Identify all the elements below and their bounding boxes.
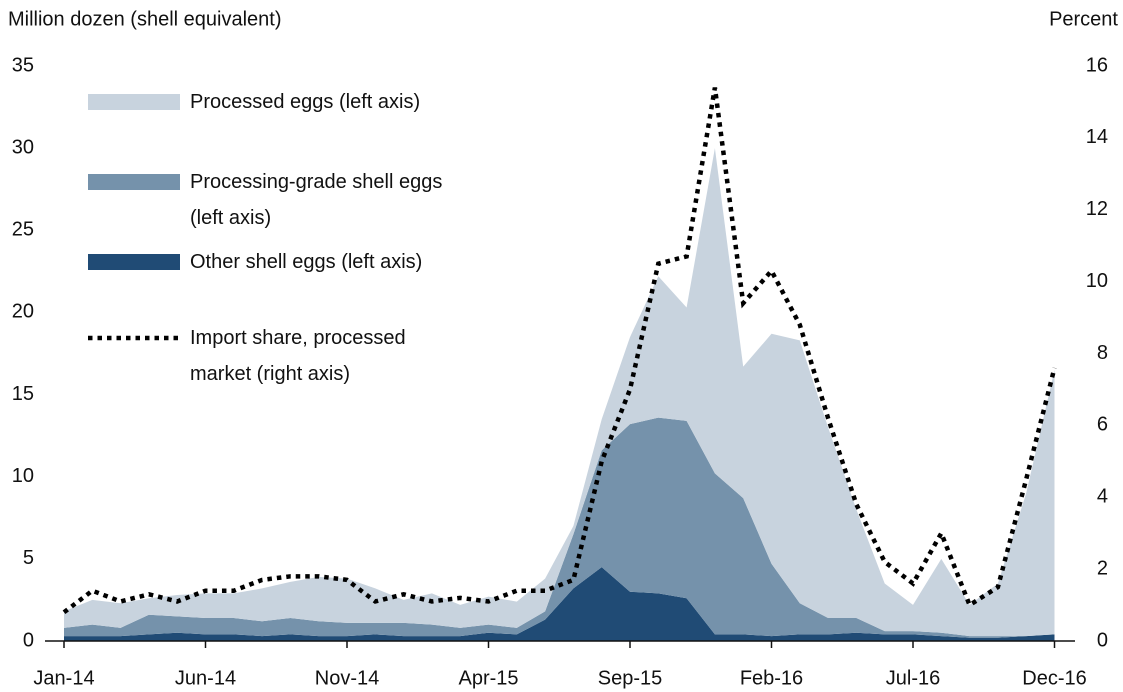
legend-swatch xyxy=(88,174,180,190)
y-tick-label: 30 xyxy=(12,136,34,158)
y-tick-label: 35 xyxy=(12,54,34,76)
x-tick-label: Feb-16 xyxy=(740,667,803,689)
y2-tick-label: 8 xyxy=(1097,342,1108,364)
y2-tick-label: 14 xyxy=(1086,126,1108,148)
x-tick-label: Sep-15 xyxy=(598,667,663,689)
y2-tick-label: 6 xyxy=(1097,414,1108,436)
line xyxy=(62,87,1057,615)
x-tick-label: Jan-14 xyxy=(33,667,94,689)
y2-tick-label: 4 xyxy=(1097,486,1108,508)
x-tick-label: Dec-16 xyxy=(1022,667,1086,689)
y2-tick-label: 0 xyxy=(1097,629,1108,651)
area xyxy=(64,567,1055,641)
legend-swatch xyxy=(88,254,180,270)
y2-tick-label: 16 xyxy=(1086,54,1108,76)
y-tick-label: 10 xyxy=(12,465,34,487)
y2-tick-label: 2 xyxy=(1097,557,1108,579)
x-tick-label: Jul-16 xyxy=(886,667,940,689)
y-tick-label: 20 xyxy=(12,301,34,323)
y-tick-label: 5 xyxy=(23,547,34,569)
legend-label: Import share, processed market (right ax… xyxy=(190,327,406,385)
y-axis-label: Million dozen (shell equivalent) xyxy=(8,8,281,30)
legend-label: Other shell eggs (left axis) xyxy=(190,251,423,273)
legend-label: Processing-grade shell eggs (left axis) xyxy=(190,171,443,229)
x-tick-label: Nov-14 xyxy=(315,667,379,689)
legend-label: Processed eggs (left axis) xyxy=(190,91,421,113)
x-tick-label: Apr-15 xyxy=(458,667,518,689)
legend-swatch xyxy=(88,94,180,110)
y-tick-label: 15 xyxy=(12,383,34,405)
area xyxy=(64,148,1055,637)
y2-tick-label: 10 xyxy=(1086,270,1108,292)
y-tick-label: 0 xyxy=(23,629,34,651)
y2-axis-label: Percent xyxy=(1049,8,1118,30)
y-tick-label: 25 xyxy=(12,219,34,241)
x-tick-label: Jun-14 xyxy=(175,667,236,689)
y2-tick-label: 12 xyxy=(1086,198,1108,220)
area xyxy=(64,417,1055,638)
